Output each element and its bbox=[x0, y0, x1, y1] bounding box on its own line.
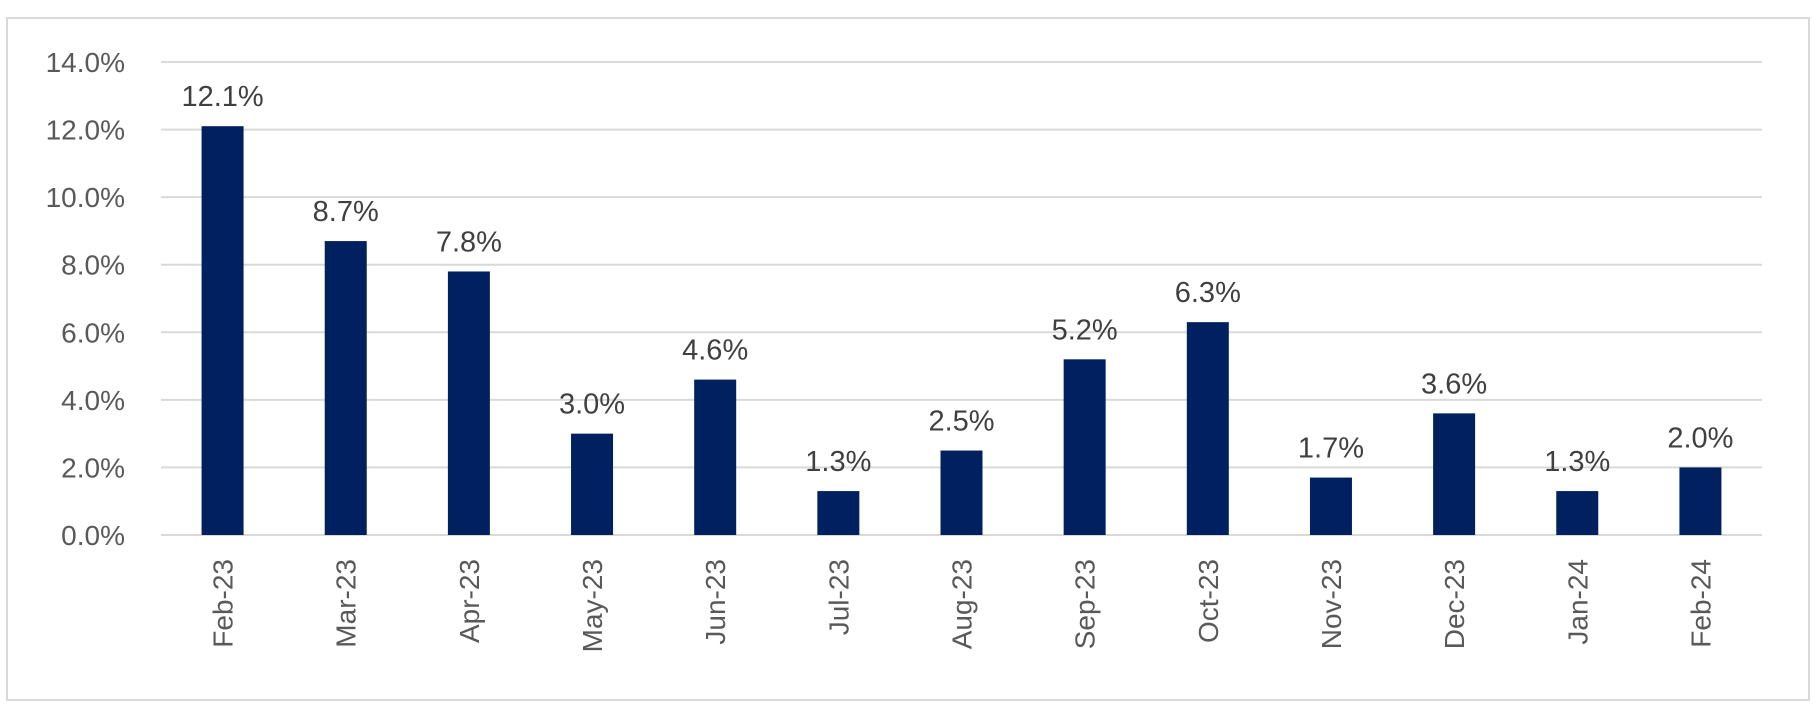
y-tick-label: 14.0% bbox=[46, 47, 125, 78]
data-label: 4.6% bbox=[682, 335, 748, 367]
y-tick-label: 10.0% bbox=[46, 182, 125, 213]
data-label: 1.3% bbox=[1544, 446, 1610, 478]
bar-sep-23 bbox=[1063, 359, 1106, 535]
x-tick-label: Oct-23 bbox=[1193, 559, 1224, 643]
chart-frame bbox=[6, 17, 1810, 701]
data-label: 2.5% bbox=[928, 406, 994, 438]
x-tick-label: Jan-24 bbox=[1562, 559, 1593, 645]
x-tick-label: Dec-23 bbox=[1439, 559, 1470, 649]
y-tick-label: 4.0% bbox=[61, 385, 125, 416]
x-tick-label: May-23 bbox=[577, 559, 608, 652]
data-label: 6.3% bbox=[1175, 277, 1241, 309]
bar-apr-23 bbox=[447, 271, 490, 535]
x-tick-label: Jun-23 bbox=[700, 559, 731, 645]
x-tick-label: Feb-24 bbox=[1685, 559, 1716, 648]
bar-dec-23 bbox=[1433, 413, 1476, 535]
data-label: 1.3% bbox=[805, 446, 871, 478]
bar-feb-23 bbox=[201, 126, 244, 535]
data-label: 12.1% bbox=[181, 81, 263, 113]
x-tick-label: Nov-23 bbox=[1316, 559, 1347, 649]
data-label: 8.7% bbox=[313, 196, 379, 228]
data-label: 2.0% bbox=[1667, 422, 1733, 454]
y-tick-label: 0.0% bbox=[61, 520, 125, 551]
bar-aug-23 bbox=[940, 450, 983, 535]
x-tick-label: Sep-23 bbox=[1070, 559, 1101, 649]
bar-may-23 bbox=[571, 433, 614, 535]
data-label: 3.6% bbox=[1421, 368, 1487, 400]
bar-mar-23 bbox=[324, 241, 367, 536]
y-tick-label: 6.0% bbox=[61, 317, 125, 348]
y-tick-label: 8.0% bbox=[61, 250, 125, 281]
bar-jan-24 bbox=[1556, 491, 1599, 535]
y-tick-label: 12.0% bbox=[46, 115, 125, 146]
x-tick-label: Aug-23 bbox=[947, 559, 978, 649]
x-tick-label: Mar-23 bbox=[331, 559, 362, 648]
y-tick-label: 2.0% bbox=[61, 452, 125, 483]
bar-jul-23 bbox=[817, 491, 860, 535]
bar-nov-23 bbox=[1309, 477, 1352, 535]
data-label: 5.2% bbox=[1052, 314, 1118, 346]
x-tick-label: Jul-23 bbox=[823, 559, 854, 635]
x-tick-label: Apr-23 bbox=[454, 559, 485, 643]
bar-feb-24 bbox=[1679, 467, 1722, 535]
data-label: 7.8% bbox=[436, 226, 502, 258]
bar-oct-23 bbox=[1186, 322, 1229, 535]
x-tick-label: Feb-23 bbox=[208, 559, 239, 648]
bar-jun-23 bbox=[694, 379, 737, 535]
data-label: 1.7% bbox=[1298, 433, 1364, 465]
data-label: 3.0% bbox=[559, 389, 625, 421]
